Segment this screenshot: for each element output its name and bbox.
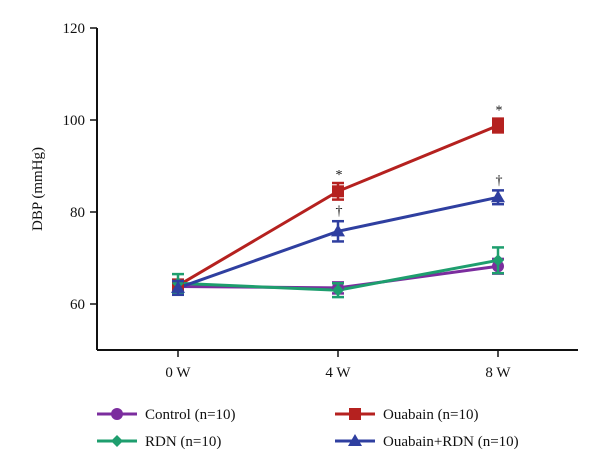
y-tick-label: 120 [63,21,86,37]
x-tick-label: 0 W [165,365,191,381]
x-tick-label: 4 W [325,365,351,381]
legend-item-1: Ouabain (n=10) [335,407,479,423]
data-point [171,280,185,293]
legend: Control (n=10) Ouabain (n=10) RDN (n=10) Ou… [97,407,519,450]
legend-label: Ouabain (n=10) [383,407,479,423]
legend-marker [111,435,123,447]
y-tick-label: 60 [70,297,85,313]
data-point [491,190,505,203]
legend-marker [111,408,123,420]
data-point [332,284,344,297]
legend-item-2: RDN (n=10) [97,434,221,450]
legend-label: RDN (n=10) [145,434,221,450]
data-point [492,254,504,267]
legend-marker [349,408,361,420]
data-point [331,224,345,237]
annotation-mark: † [496,173,503,188]
legend-item-0: Control (n=10) [97,407,236,423]
annotation-mark: † [336,204,343,219]
x-tick-label: 8 W [485,365,511,381]
annotation-mark: * [496,104,503,119]
axes: 60 80 100 120 0 W 4 W 8 W DBP (mmHg) [30,21,578,381]
annotation-mark: * [336,168,343,183]
legend-marker [348,434,362,446]
series-layer: * † * † [171,104,505,299]
y-axis-label: DBP (mmHg) [30,147,46,231]
y-tick-label: 80 [70,205,85,221]
data-point [492,119,504,132]
y-tick-label: 100 [63,113,86,129]
data-point [332,185,344,198]
legend-label: Control (n=10) [145,407,236,423]
legend-item-3: Ouabain+RDN (n=10) [335,434,519,450]
legend-label: Ouabain+RDN (n=10) [383,434,519,450]
